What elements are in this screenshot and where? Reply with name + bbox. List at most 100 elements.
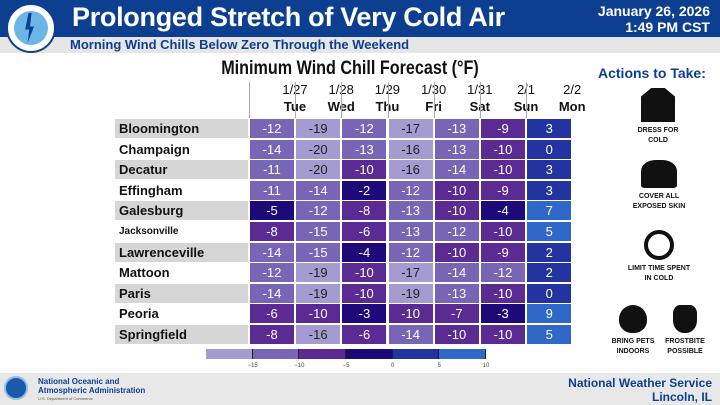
table-cell: -3 [342, 304, 387, 324]
table-cell: -7 [434, 304, 479, 324]
action-frostbite: FROSTBITE POSSIBLE [660, 305, 710, 357]
city-label: Jacksonville [115, 222, 248, 241]
column-day: Sat [469, 99, 490, 114]
table-cell: 2 [527, 263, 572, 283]
table-cell: -12 [481, 263, 525, 283]
action-label: DRESS FOR COLD [637, 127, 679, 144]
table-cell: -14 [296, 180, 341, 200]
city-label: Springfield [115, 325, 248, 344]
table-cell: -17 [388, 119, 433, 138]
table-cell: -6 [250, 304, 294, 324]
table-cell: -3 [481, 304, 525, 324]
column-date: 1/31 [467, 82, 493, 97]
office-line1: National Weather Service [568, 376, 712, 390]
jacket-icon [641, 88, 675, 122]
hat-scarf-icon [641, 160, 677, 188]
table-cell: 0 [527, 283, 572, 303]
table-cell: -19 [296, 119, 341, 138]
table-cell: -8 [250, 222, 294, 241]
table-cell: -10 [296, 304, 341, 324]
table-cell: -13 [388, 201, 433, 221]
table-cell: -10 [434, 180, 479, 200]
table-cell: -13 [434, 119, 479, 138]
action-label: BRING PETS INDOORS [611, 338, 655, 355]
table-cell: -4 [481, 201, 525, 221]
column-day: Wed [327, 99, 355, 114]
legend-tick: 0 [390, 363, 395, 369]
table-cell: -10 [434, 325, 479, 344]
table-cell: -10 [481, 139, 525, 159]
table-cell: 5 [527, 222, 572, 241]
city-label: Mattoon [115, 263, 248, 283]
table-cell: -14 [434, 263, 479, 283]
table-cell: -14 [250, 283, 294, 303]
column-day: Mon [558, 99, 586, 114]
noaa-dept: U.S. Department of Commerce [38, 396, 93, 401]
column-date: 1/30 [420, 82, 447, 97]
column-date: 1/27 [282, 82, 308, 97]
table-cell: -20 [296, 139, 341, 159]
table-cell: -19 [296, 263, 341, 283]
table-cell: -15 [296, 242, 341, 262]
page-subtitle: Morning Wind Chills Below Zero Through t… [70, 37, 410, 52]
table-cell: -4 [342, 242, 387, 262]
action-pets: BRING PETS INDOORS [608, 305, 658, 357]
action-dress: DRESS FOR COLD [628, 88, 688, 146]
table-cell: -9 [481, 119, 525, 138]
column-header: 1/29 Thu [341, 82, 400, 118]
table-cell: -10 [434, 242, 479, 262]
legend-swatch [346, 349, 393, 359]
table-cell: 7 [527, 201, 572, 221]
table-cell: -10 [342, 283, 387, 303]
table-cell: -12 [342, 119, 387, 138]
table-cell: 2 [527, 242, 572, 262]
column-header: 1/28 Wed [295, 82, 355, 118]
legend-tick: 10 [482, 363, 490, 369]
column-day: Thu [375, 99, 400, 114]
column-header: 2/1 Sun [480, 82, 538, 118]
table-cell: -12 [250, 263, 294, 283]
table-cell: -10 [434, 201, 479, 221]
table-cell: -14 [434, 160, 479, 180]
table-cell: 0 [527, 139, 572, 159]
table-cell: -12 [388, 242, 433, 262]
office-line2: Lincoln, IL [652, 390, 712, 404]
nws-logo [6, 3, 56, 53]
noaa-line2: Atmospheric Administration [38, 386, 146, 395]
table-cell: -10 [342, 160, 387, 180]
column-date: 2/2 [563, 82, 582, 97]
city-label: Bloomington [115, 119, 248, 138]
legend-tick: −15 [247, 363, 258, 369]
city-label: Champaign [115, 139, 248, 159]
legend-swatch [206, 349, 253, 359]
column-header: 1/27 Tue [249, 82, 308, 118]
table-cell: -13 [434, 139, 479, 159]
page-title: Prolonged Stretch of Very Cold Air [72, 2, 505, 32]
actions-title: Actions to Take: [598, 65, 706, 81]
legend-swatch [252, 349, 300, 359]
column-header: 1/31 Sat [433, 82, 492, 118]
issued-time: 1:49 PM CST [625, 19, 710, 35]
subtitle-band [0, 37, 720, 53]
noaa-logo [4, 376, 28, 400]
table-title: Minimum Wind Chill Forecast (°F) [221, 58, 479, 79]
table-cell: 3 [527, 119, 572, 138]
table-cell: -19 [388, 283, 433, 303]
column-day: Fri [425, 99, 442, 114]
table-cell: -9 [481, 242, 525, 262]
table-cell: -19 [296, 283, 341, 303]
table-cell: -12 [434, 222, 479, 241]
legend-swatch [439, 349, 486, 359]
table-cell: -10 [481, 160, 525, 180]
table-cell: 3 [527, 180, 572, 200]
issued-datetime: January 26, 2026 1:49 PM CST [598, 3, 710, 35]
city-label: Galesburg [115, 201, 248, 221]
legend-swatch [299, 349, 346, 359]
table-cell: -12 [388, 180, 433, 200]
table-cell: -20 [296, 160, 341, 180]
table-cell: -10 [481, 222, 525, 241]
table-cell: -2 [342, 180, 387, 200]
noaa-name: National Oceanic and Atmospheric Administ… [38, 377, 145, 395]
table-cell: -10 [388, 304, 433, 324]
column-date: 1/28 [328, 82, 354, 97]
